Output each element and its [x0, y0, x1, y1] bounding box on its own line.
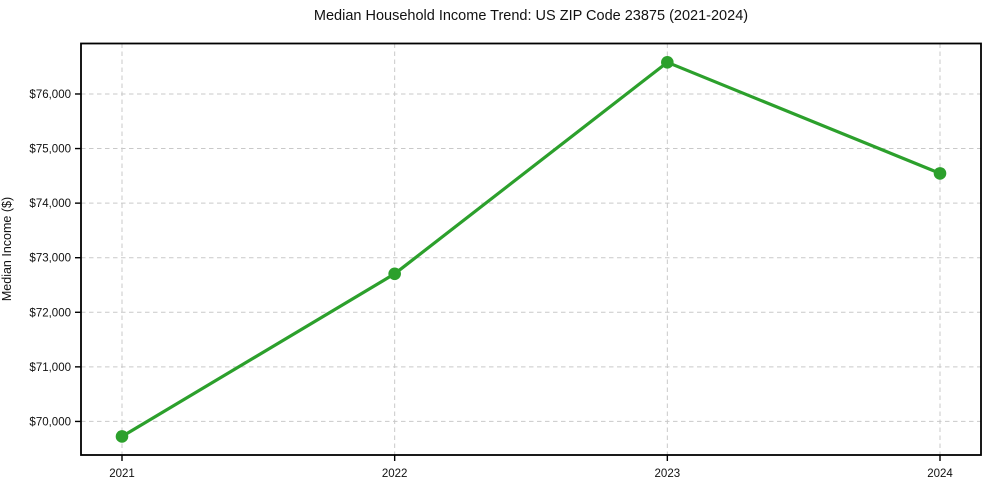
trend-line-median-household-income	[120, 60, 942, 439]
data-point-2024	[933, 167, 947, 180]
x-tick-label: 2021	[109, 468, 135, 480]
chart-title: Median Household Income Trend: US ZIP Co…	[313, 8, 749, 24]
y-tick-label: $72,000	[29, 307, 71, 319]
x-tick-label: 2022	[382, 468, 408, 480]
x-tick-label: 2023	[655, 468, 681, 480]
y-axis-label: Median Income ($)	[0, 197, 14, 301]
axes-box	[80, 42, 982, 456]
x-tick-label: 2024	[927, 468, 953, 480]
data-point-2023	[661, 56, 674, 69]
y-tick-label: $76,000	[29, 89, 71, 101]
y-tick-label: $70,000	[29, 416, 71, 428]
y-tick-label: $71,000	[29, 362, 71, 374]
y-tick-label: $75,000	[29, 144, 71, 156]
y-tick-label: $73,000	[29, 253, 71, 265]
data-point-2021	[115, 430, 129, 443]
y-tick-label: $74,000	[29, 198, 71, 210]
data-point-2022	[388, 267, 401, 281]
